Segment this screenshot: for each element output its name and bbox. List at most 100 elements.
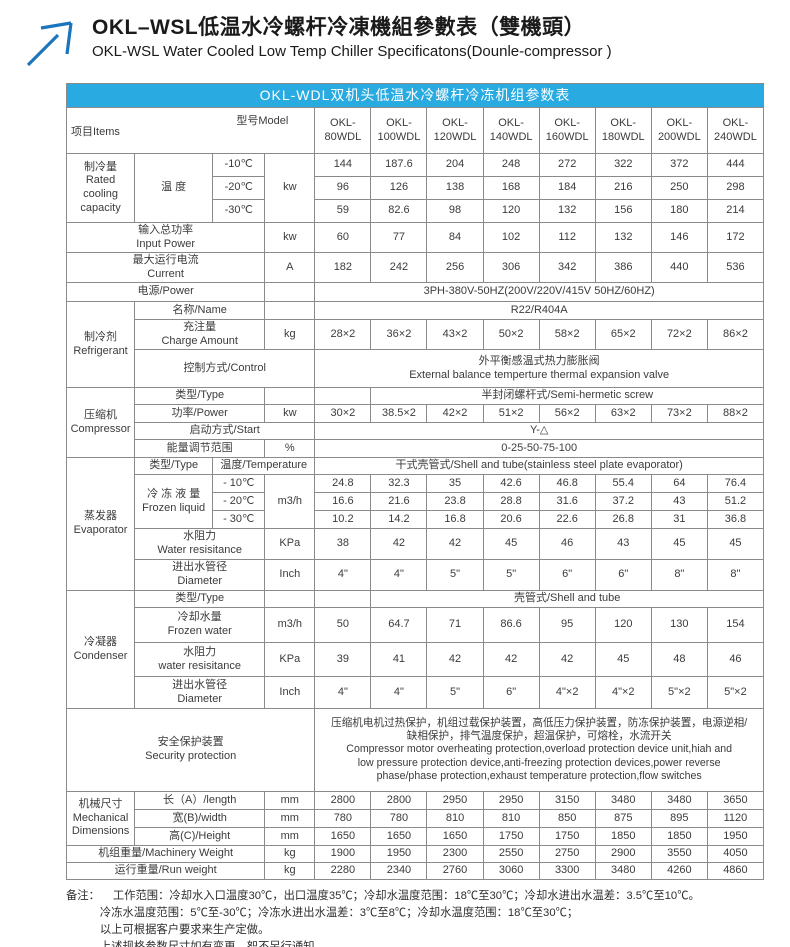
value-cell: 1900 xyxy=(314,845,372,863)
value-cell: 6" xyxy=(538,559,596,591)
value-span-cell: 半封闭螺杆式/Semi-hermetic screw xyxy=(370,387,764,405)
group-label-cooling: 制冷量 Rated cooling capacity xyxy=(65,153,136,223)
value-cell: 4860 xyxy=(706,862,765,880)
unit-cell: kw xyxy=(264,153,316,223)
dimension-row-width: 宽(B)/width mm 780 780 810 810 850 875 89… xyxy=(67,809,765,828)
value-cell: 154 xyxy=(706,607,765,643)
value-cell: 2950 xyxy=(426,791,484,810)
value-cell: 8" xyxy=(706,559,765,591)
row-label: 温度/Temperature xyxy=(212,457,316,475)
value-cell: 42 xyxy=(482,642,540,677)
value-cell: 895 xyxy=(650,809,708,828)
value-cell: 42 xyxy=(426,528,484,560)
value-cell: 1850 xyxy=(594,827,652,846)
value-cell: 250 xyxy=(650,176,708,200)
value-cell: 4" xyxy=(370,676,428,709)
value-cell: 50 xyxy=(314,607,372,643)
compressor-energy-row: 能量调节范围 % 0-25-50-75-100 xyxy=(67,439,764,458)
row-label: 类型/Type xyxy=(134,387,266,405)
value-cell: 76.4 xyxy=(706,474,765,493)
value-cell: 42 xyxy=(426,642,484,677)
value-cell: 3480 xyxy=(594,791,652,810)
unit-cell: % xyxy=(264,439,316,458)
value-cell: 156 xyxy=(594,199,652,223)
evaporator-flow-row-minus20: - 20℃ 16.6 21.6 23.8 28.8 31.6 37.2 43 5… xyxy=(67,492,765,511)
value-cell: 2800 xyxy=(314,791,372,810)
value-cell: 172 xyxy=(706,222,765,253)
value-cell: 780 xyxy=(314,809,372,828)
temp-cell: -20℃ xyxy=(212,176,266,200)
row-label: 类型/Type xyxy=(134,590,266,608)
evaporator-resistance-row: 水阻力 Water resisitance KPa 38 42 42 45 46… xyxy=(67,528,765,560)
unit-cell: KPa xyxy=(264,528,316,560)
current-row: 最大运行电流 Current A 182 242 256 306 342 386… xyxy=(65,252,765,283)
value-cell: 48 xyxy=(650,642,708,677)
empty-cell xyxy=(264,282,316,302)
notes-prefix: 备注： xyxy=(66,890,100,902)
model-name: OKL- 180WDL xyxy=(594,107,652,154)
value-cell: 2950 xyxy=(482,791,540,810)
value-cell: 41 xyxy=(370,642,428,677)
value-cell: 2760 xyxy=(426,862,484,880)
value-cell: 187.6 xyxy=(370,153,428,177)
value-cell: 204 xyxy=(426,153,484,177)
compressor-power-row: 功率/Power kw 30×2 38.5×2 42×2 51×2 56×2 6… xyxy=(67,404,765,423)
value-cell: 43×2 xyxy=(426,319,484,350)
value-cell: 242 xyxy=(370,252,428,283)
value-cell: 43 xyxy=(594,528,652,560)
note-lines: 工作范围：冷却水入口温度30℃，出口温度35℃；冷却水温度范围：18℃至30℃；… xyxy=(100,888,790,947)
value-cell: 3480 xyxy=(594,862,652,880)
value-cell: 1750 xyxy=(482,827,540,846)
row-label: 最大运行电流 Current xyxy=(65,252,266,283)
value-cell: 850 xyxy=(538,809,596,828)
row-label: 冷 冻 液 量 Frozen liquid xyxy=(134,474,214,529)
value-cell: 46 xyxy=(706,642,765,677)
value-cell: 77 xyxy=(370,222,428,253)
value-cell: 45 xyxy=(594,642,652,677)
row-label: 机组重量/Machinery Weight xyxy=(65,845,266,863)
value-cell: 22.6 xyxy=(538,510,596,529)
model-header-row: 项目Items 型号Model OKL- 80WDL OKL- 100WDL O… xyxy=(65,107,765,154)
value-cell: 4260 xyxy=(650,862,708,880)
value-cell: 4"×2 xyxy=(538,676,596,709)
row-label: 水阻力 water resisitance xyxy=(134,642,266,677)
value-span-cell: 干式壳管式/Shell and tube(stainless steel pla… xyxy=(314,457,764,475)
empty-cell xyxy=(314,590,372,608)
temp-cell: - 30℃ xyxy=(212,510,266,529)
value-cell: 810 xyxy=(482,809,540,828)
row-label: 启动方式/Start xyxy=(134,422,316,440)
unit-cell: kg xyxy=(264,319,316,350)
value-cell: 444 xyxy=(706,153,765,177)
value-cell: 8" xyxy=(650,559,708,591)
model-name: OKL- 80WDL xyxy=(314,107,372,154)
note-line: 工作范围：冷却水入口温度30℃，出口温度35℃；冷却水温度范围：18℃至30℃；… xyxy=(112,890,700,902)
value-cell: 1120 xyxy=(706,809,765,828)
value-cell: 31.6 xyxy=(538,492,596,511)
refrigerant-control-row: 控制方式/Control 外平衡感温式热力膨胀阀 External balanc… xyxy=(67,349,764,388)
cooling-row-minus20: -20℃ 96 126 138 168 184 216 250 298 xyxy=(67,176,765,200)
page-title-en: OKL-WSL Water Cooled Low Temp Chiller Sp… xyxy=(92,43,612,60)
value-cell: 1950 xyxy=(370,845,428,863)
unit-cell: mm xyxy=(264,809,316,828)
value-cell: 5" xyxy=(482,559,540,591)
model-name: OKL- 120WDL xyxy=(426,107,484,154)
table-title-bar: OKL-WDL双机头低温水冷螺杆冷冻机组参数表 xyxy=(66,83,764,107)
titles: OKL–WSL低温水冷螺杆冷凍機組參數表（雙機頭） OKL-WSL Water … xyxy=(92,14,612,63)
model-label: 型号Model xyxy=(236,115,289,127)
value-cell: 248 xyxy=(482,153,540,177)
row-label: 电源/Power xyxy=(65,282,266,302)
security-row: 安全保护装置 Security protection 压缩机电机过热保护，机组过… xyxy=(65,708,764,792)
value-span-cell: Y-△ xyxy=(314,422,764,440)
row-label: 运行重量/Run weight xyxy=(65,862,266,880)
arrow-logo-icon xyxy=(26,21,73,67)
value-cell: 95 xyxy=(538,607,596,643)
value-cell: 146 xyxy=(650,222,708,253)
value-span-cell: R22/R404A xyxy=(314,301,764,320)
temp-cell: - 10℃ xyxy=(212,474,266,493)
condenser-water-row: 冷却水量 Frozen water m3/h 50 64.7 71 86.6 9… xyxy=(67,607,765,643)
value-cell: 86.6 xyxy=(482,607,540,643)
model-name: OKL- 200WDL xyxy=(650,107,708,154)
value-cell: 50×2 xyxy=(482,319,540,350)
input-power-row: 输入总功率 Input Power kw 60 77 84 102 112 13… xyxy=(65,222,765,253)
value-cell: 2550 xyxy=(482,845,540,863)
